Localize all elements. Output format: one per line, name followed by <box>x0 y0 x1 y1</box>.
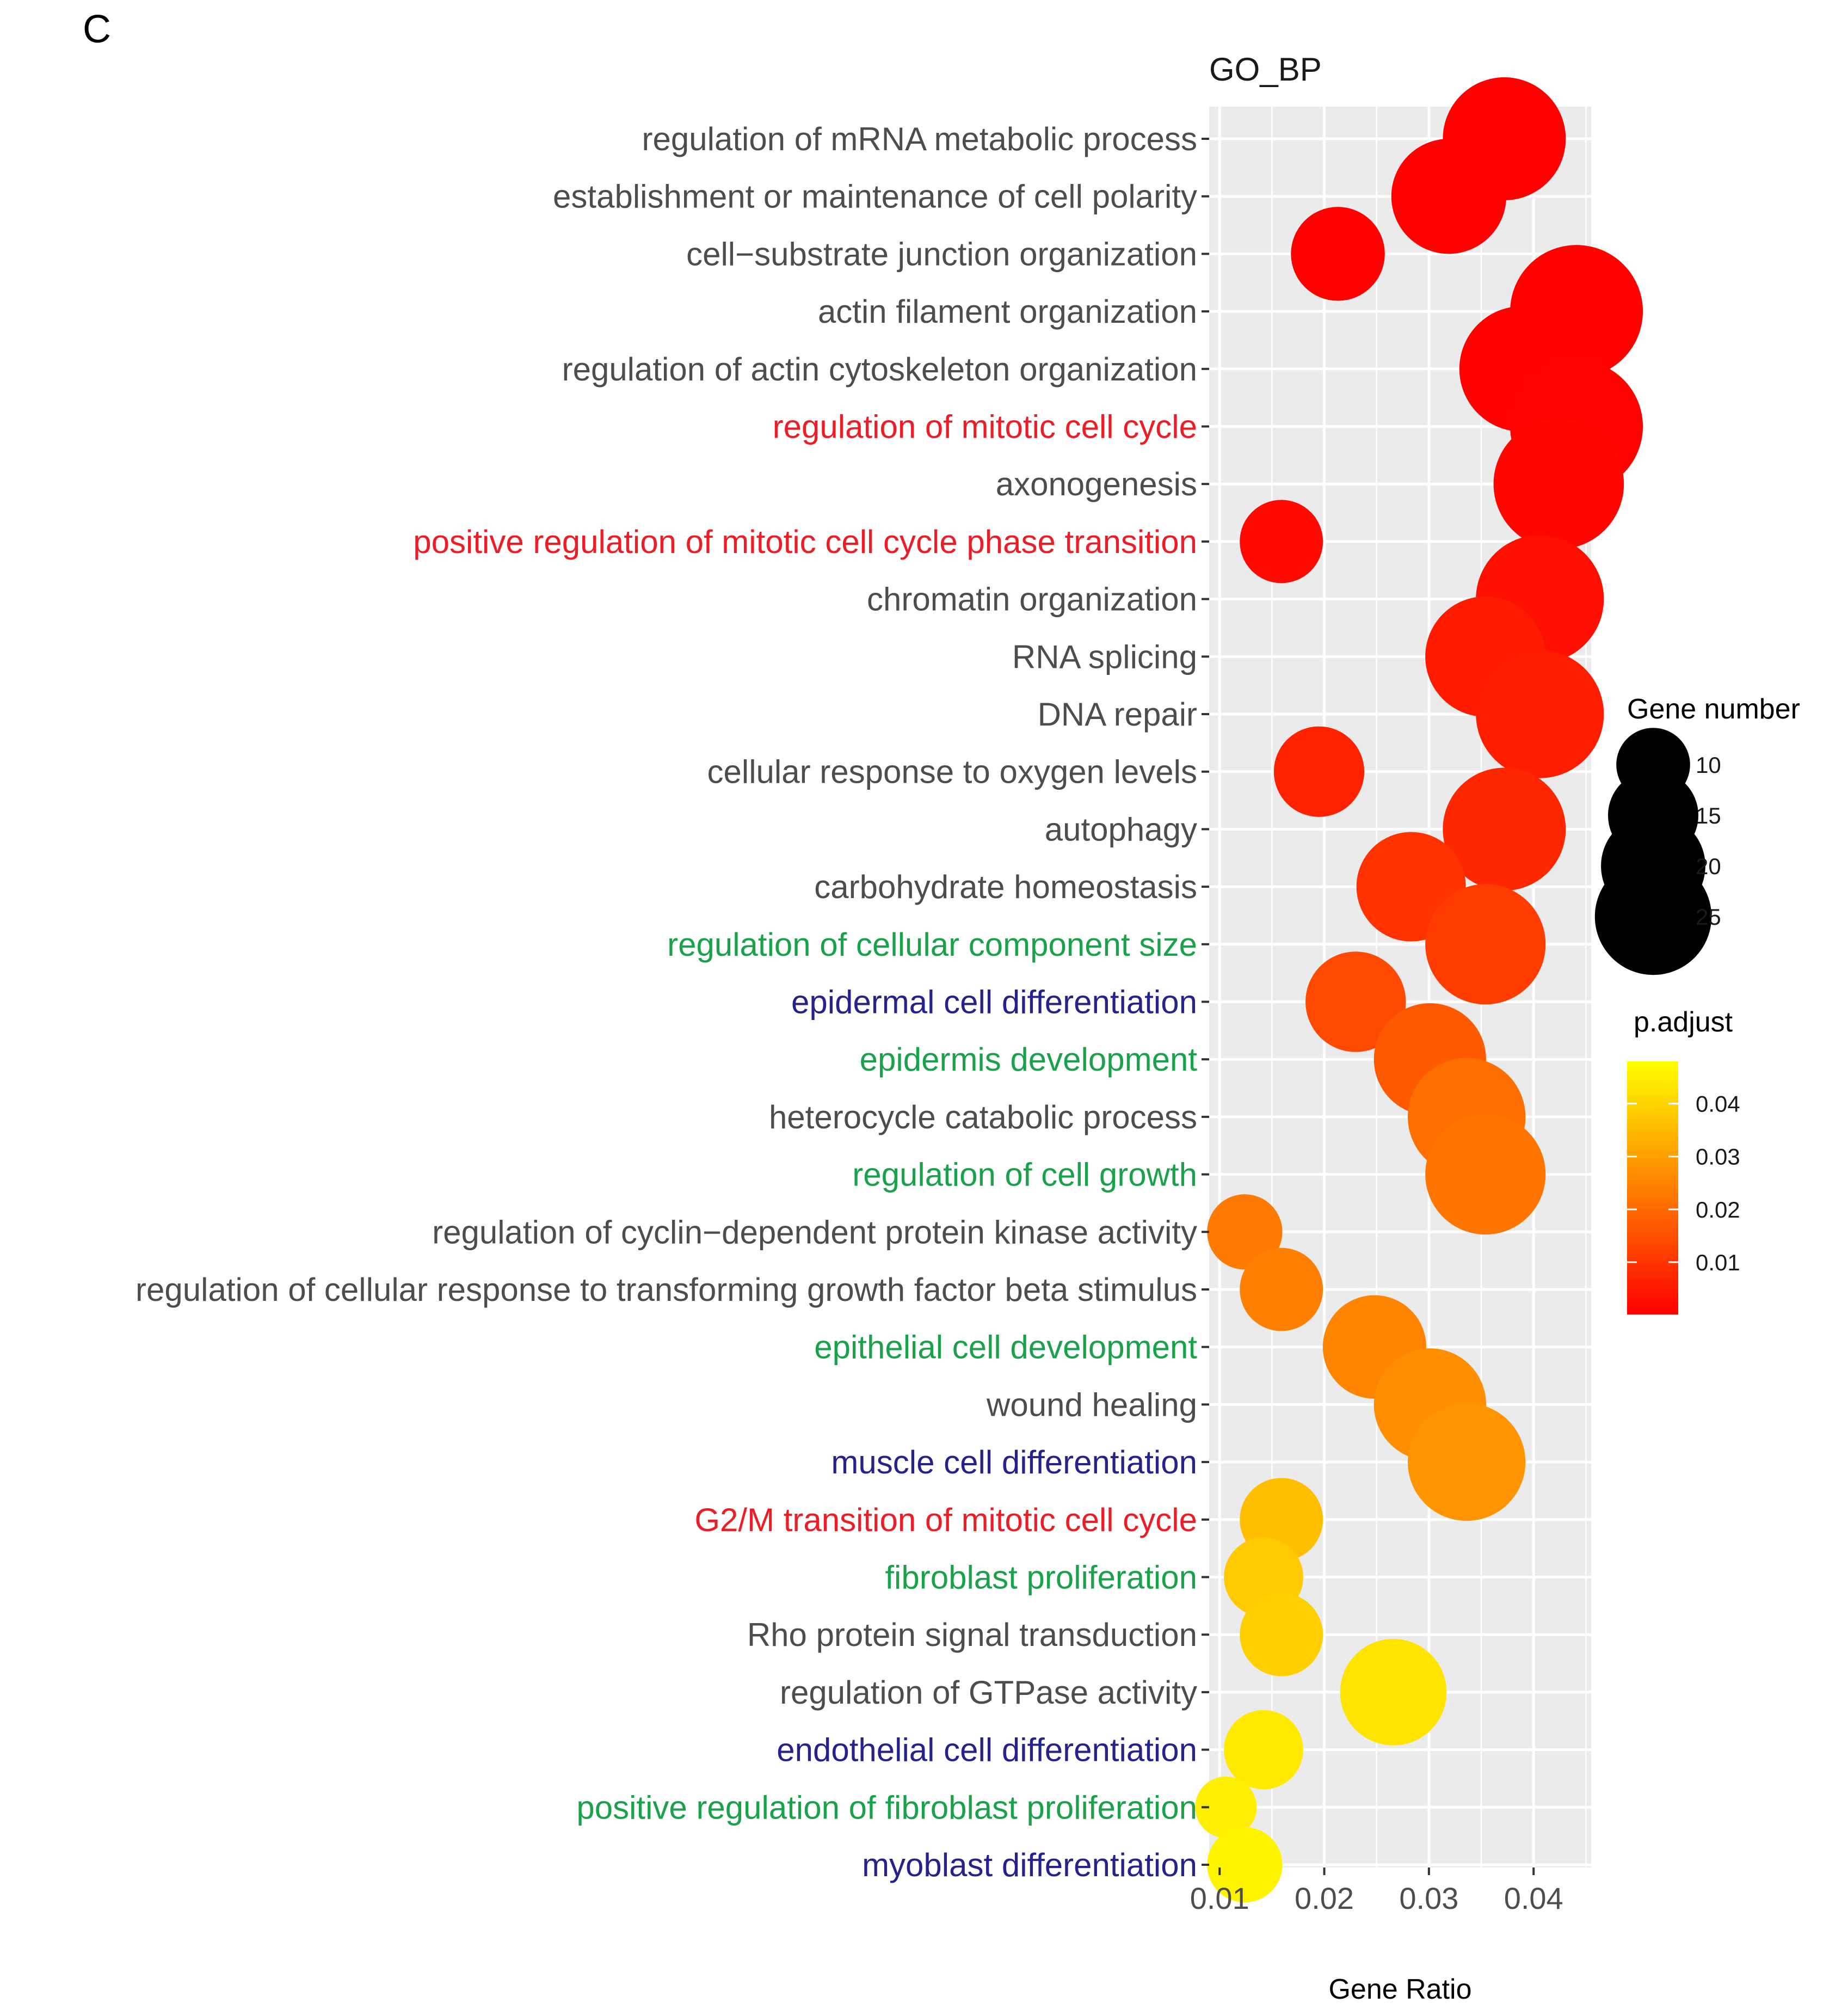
data-point <box>1240 1593 1323 1676</box>
y-tick-label: establishment or maintenance of cell pol… <box>553 179 1197 215</box>
chart-title: GO_BP <box>1209 51 1322 88</box>
color-legend-label: 0.03 <box>1696 1144 1740 1170</box>
size-legend-label: 15 <box>1696 803 1721 828</box>
y-tick-label: G2/M transition of mitotic cell cycle <box>694 1502 1197 1538</box>
y-tick-label: epithelial cell development <box>814 1329 1197 1366</box>
size-legend-label: 25 <box>1696 904 1721 930</box>
x-tick-label: 0.02 <box>1295 1881 1354 1915</box>
y-tick-label: regulation of cellular response to trans… <box>135 1271 1197 1308</box>
y-tick-label: RNA splicing <box>1012 638 1197 675</box>
y-tick-label: epidermis development <box>860 1041 1198 1078</box>
size-legend-key <box>1594 858 1712 975</box>
data-point <box>1291 207 1385 301</box>
data-point <box>1425 884 1546 1005</box>
size-legend: Gene number 10 15 20 25 <box>1594 693 1800 975</box>
x-axis-label: Gene Ratio <box>1328 1974 1471 2005</box>
color-legend-label: 0.01 <box>1696 1250 1740 1275</box>
panel-label: C <box>83 8 111 51</box>
x-tick-label: 0.04 <box>1504 1881 1563 1915</box>
data-point <box>1273 726 1365 817</box>
data-point <box>1391 139 1507 254</box>
y-tick-label: Rho protein signal transduction <box>747 1617 1197 1653</box>
size-legend-title: Gene number <box>1627 693 1800 725</box>
y-tick-label: heterocycle catabolic process <box>769 1099 1197 1135</box>
y-tick-label: cellular response to oxygen levels <box>707 754 1198 790</box>
color-legend-label: 0.04 <box>1696 1091 1740 1117</box>
y-tick-label: axonogenesis <box>996 466 1197 502</box>
y-tick-label: epidermal cell differentiation <box>791 984 1197 1021</box>
data-points <box>1195 77 1643 1903</box>
y-tick-label: carbohydrate homeostasis <box>814 869 1197 905</box>
data-point <box>1305 951 1406 1052</box>
y-tick-label: regulation of mitotic cell cycle <box>773 409 1197 445</box>
data-point <box>1240 1248 1323 1331</box>
y-tick-label: muscle cell differentiation <box>831 1444 1197 1480</box>
y-tick-label: regulation of actin cytoskeleton organiz… <box>562 351 1197 388</box>
data-point <box>1195 1776 1257 1838</box>
color-legend: p.adjust 0.01 0.02 0.03 0.04 <box>1627 1006 1740 1314</box>
plot-panel <box>1195 77 1643 1903</box>
y-tick-label: regulation of GTPase activity <box>780 1674 1197 1711</box>
x-axis: 0.01 0.02 0.03 0.04 <box>1190 1867 1563 1915</box>
data-point <box>1493 419 1624 549</box>
data-point <box>1240 500 1323 583</box>
data-point <box>1340 1639 1447 1746</box>
y-tick-label: positive regulation of fibroblast prolif… <box>576 1789 1197 1826</box>
data-point <box>1224 1710 1303 1790</box>
size-legend-label: 10 <box>1696 752 1721 778</box>
y-tick-label: regulation of cyclin−dependent protein k… <box>432 1214 1197 1250</box>
y-tick-label: DNA repair <box>1038 696 1197 733</box>
y-tick-label: myoblast differentiation <box>862 1847 1197 1883</box>
color-legend-label: 0.02 <box>1696 1197 1740 1222</box>
color-legend-title: p.adjust <box>1634 1006 1733 1038</box>
y-tick-label: actin filament organization <box>818 293 1197 330</box>
y-tick-label: fibroblast proliferation <box>885 1559 1197 1596</box>
data-point <box>1207 1827 1283 1903</box>
y-tick-label: regulation of mRNA metabolic process <box>642 121 1197 157</box>
y-tick-label: endothelial cell differentiation <box>777 1732 1197 1768</box>
y-tick-label: chromatin organization <box>867 581 1197 618</box>
data-point <box>1407 1403 1526 1521</box>
y-axis: regulation of mRNA metabolic process esta… <box>135 121 1209 1883</box>
y-tick-label: autophagy <box>1045 811 1197 847</box>
x-tick-label: 0.03 <box>1399 1881 1458 1915</box>
color-legend-colorbar <box>1627 1061 1678 1314</box>
y-tick-label: cell−substrate junction organization <box>686 236 1197 272</box>
data-point <box>1443 767 1566 891</box>
y-tick-label: regulation of cell growth <box>852 1157 1197 1193</box>
y-tick-label: positive regulation of mitotic cell cycl… <box>413 524 1197 560</box>
y-tick-label: wound healing <box>986 1386 1197 1423</box>
y-tick-label: regulation of cellular component size <box>667 926 1197 963</box>
data-point <box>1476 650 1604 778</box>
data-point <box>1207 1194 1283 1270</box>
x-tick-label: 0.01 <box>1190 1881 1249 1915</box>
size-legend-label: 20 <box>1696 853 1721 879</box>
data-point <box>1425 1114 1546 1235</box>
